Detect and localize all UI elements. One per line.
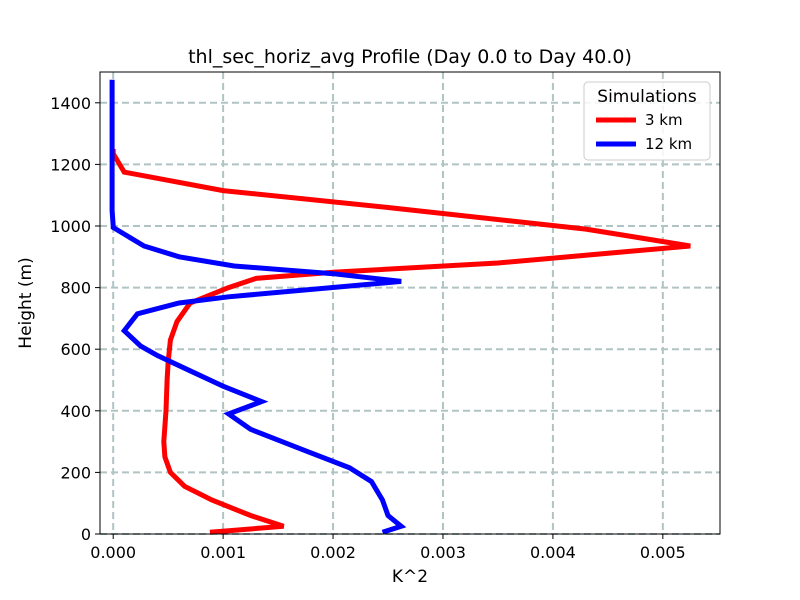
- y-axis-ticks: 0 200 400 600 800 1000 1200 1400: [50, 94, 100, 544]
- y-tick-label: 1200: [50, 155, 91, 174]
- y-tick-label: 400: [60, 402, 91, 421]
- chart-title: thl_sec_horiz_avg Profile (Day 0.0 to Da…: [188, 46, 632, 68]
- legend-label: 12 km: [645, 135, 692, 153]
- y-tick-label: 800: [60, 279, 91, 298]
- legend-box: [583, 81, 711, 161]
- y-tick-label: 1400: [50, 94, 91, 113]
- series-line-3-km: [110, 149, 691, 535]
- x-tick-label: 0.004: [530, 543, 576, 562]
- x-tick-label: 0.003: [420, 543, 466, 562]
- y-tick-label: 0: [81, 525, 91, 544]
- x-tick-label: 0.002: [310, 543, 356, 562]
- series-line-12-km: [109, 79, 407, 535]
- legend: Simulations 3 km 12 km: [583, 81, 711, 161]
- y-tick-label: 1000: [50, 217, 91, 236]
- x-tick-label: 0.000: [90, 543, 136, 562]
- y-axis-label: Height (m): [16, 257, 36, 348]
- legend-label: 3 km: [645, 111, 683, 129]
- x-axis-ticks: 0.000 0.001 0.002 0.003 0.004 0.005: [90, 534, 686, 562]
- x-tick-label: 0.005: [640, 543, 686, 562]
- y-tick-label: 200: [60, 463, 91, 482]
- legend-title: Simulations: [597, 87, 697, 107]
- series-layer: [109, 79, 691, 535]
- x-axis-label: K^2: [392, 567, 428, 587]
- x-tick-label: 0.001: [200, 543, 246, 562]
- y-tick-label: 600: [60, 340, 91, 359]
- plot-frame: [99, 71, 721, 535]
